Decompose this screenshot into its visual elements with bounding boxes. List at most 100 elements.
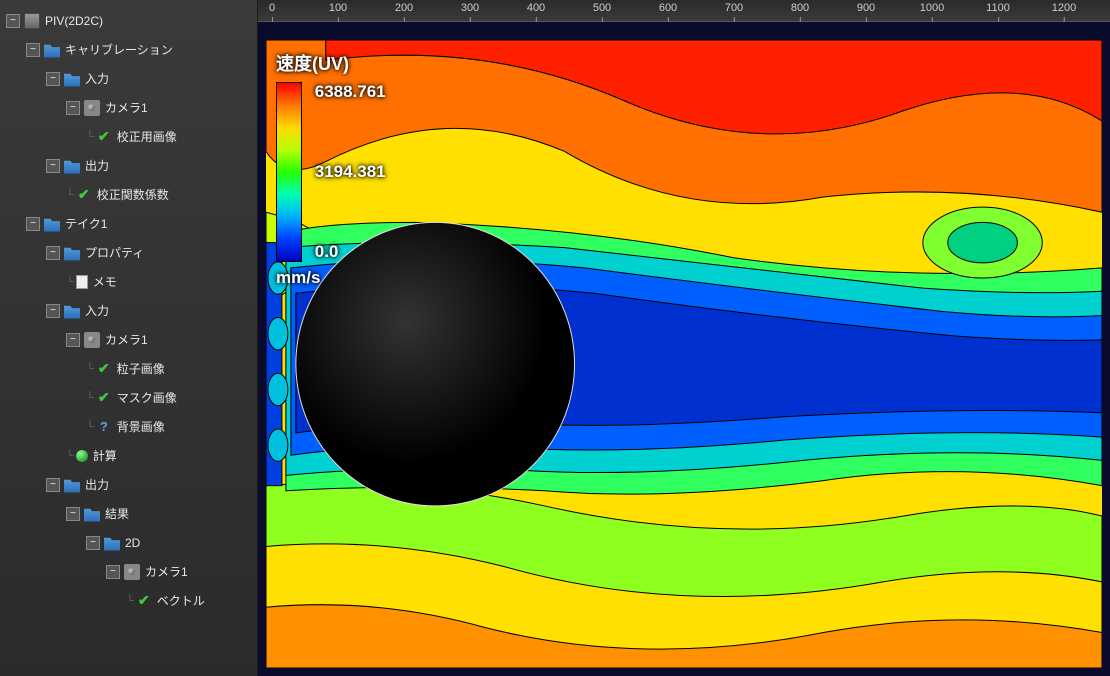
folder-icon [104, 535, 120, 551]
ruler-tick: 900 [857, 2, 875, 14]
folder-icon [84, 506, 100, 522]
tree-expander[interactable]: − [46, 478, 60, 492]
tree-connector: └ [66, 276, 74, 288]
folder-icon [64, 303, 80, 319]
legend-mid: 3194.381 [315, 162, 386, 182]
tree-label: カメラ1 [105, 331, 251, 348]
camera-icon [124, 564, 140, 580]
contour-svg [266, 40, 1102, 668]
tree-node[interactable]: −出力 [2, 470, 255, 499]
tree-node[interactable]: − 結果 [2, 499, 255, 528]
tree-label: ベクトル [157, 592, 251, 609]
tree-connector: └ [86, 421, 94, 433]
tree-label: プロパティ [85, 244, 251, 261]
ruler-tick: 0 [269, 2, 275, 14]
tree-node[interactable]: └メモ [2, 267, 255, 296]
legend-unit: mm/s [276, 268, 386, 288]
horizontal-ruler: 0100200300400500600700800900100011001200 [258, 0, 1110, 22]
tree-label: マスク画像 [117, 389, 251, 406]
check-icon: ✔ [96, 390, 112, 406]
project-tree-sidebar[interactable]: −PIV(2D2C)−キャリブレーション−入力−カメラ1└✔校正用画像−出力└✔… [0, 0, 258, 676]
tree-expander[interactable]: − [46, 72, 60, 86]
ruler-tick: 1000 [920, 2, 944, 14]
check-icon: ✔ [76, 187, 92, 203]
check-icon: ✔ [96, 129, 112, 145]
tree-expander[interactable]: − [46, 304, 60, 318]
tree-node[interactable]: − カメラ1 [2, 93, 255, 122]
tree-connector: └ [66, 450, 74, 462]
tree-label: 入力 [85, 70, 251, 87]
tree-expander[interactable]: − [26, 217, 40, 231]
folder-icon [64, 477, 80, 493]
tree-expander[interactable]: − [66, 101, 80, 115]
tree-expander[interactable]: − [46, 159, 60, 173]
ruler-tick: 1100 [986, 2, 1010, 14]
tree-node[interactable]: └ 計算 [2, 441, 255, 470]
ruler-tick: 1200 [1052, 2, 1076, 14]
tree-node[interactable]: − PIV(2D2C) [2, 6, 255, 35]
tree-node[interactable]: − 出力 [2, 151, 255, 180]
tree-connector: └ [126, 595, 134, 607]
check-icon: ✔ [136, 593, 152, 609]
tree-label: PIV(2D2C) [45, 14, 251, 28]
tree-connector: └ [86, 392, 94, 404]
camera-icon [84, 332, 100, 348]
tree-expander[interactable]: − [46, 246, 60, 260]
tree-expander[interactable]: − [86, 536, 100, 550]
question-icon: ? [96, 419, 112, 435]
ruler-tick: 300 [461, 2, 479, 14]
tree-expander[interactable]: − [6, 14, 20, 28]
ruler-tick: 600 [659, 2, 677, 14]
tree-node[interactable]: − 入力 [2, 296, 255, 325]
tree-label: 出力 [85, 157, 251, 174]
tree-expander[interactable]: − [66, 333, 80, 347]
tree-label: 粒子画像 [117, 360, 251, 377]
tree-expander[interactable]: − [106, 565, 120, 579]
tree-label: テイク1 [65, 215, 251, 232]
tree-node[interactable]: └✔ 校正関数係数 [2, 180, 255, 209]
velocity-legend: 速度(UV) 6388.761 3194.381 0.0 mm/s [276, 50, 386, 288]
ruler-tick: 400 [527, 2, 545, 14]
camera-icon [84, 100, 100, 116]
tree-connector: └ [66, 189, 74, 201]
folder-icon [64, 245, 80, 261]
tree-expander[interactable]: − [26, 43, 40, 57]
velocity-contour-plot[interactable] [266, 40, 1102, 668]
tree-expander[interactable]: − [66, 507, 80, 521]
tree-label: 結果 [105, 505, 251, 522]
ruler-tick: 700 [725, 2, 743, 14]
tree-node[interactable]: − プロパティ [2, 238, 255, 267]
tree-node[interactable]: └✔ マスク画像 [2, 383, 255, 412]
tree-node[interactable]: └?背景画像 [2, 412, 255, 441]
tree-node[interactable]: └✔ ベクトル [2, 586, 255, 615]
tree-node[interactable]: − 2D [2, 528, 255, 557]
flow-visualization-viewer: 0100200300400500600700800900100011001200 [258, 0, 1110, 676]
tree-label: カメラ1 [105, 99, 251, 116]
tree-node[interactable]: − カメラ1 [2, 325, 255, 354]
check-icon: ✔ [96, 361, 112, 377]
tree-node[interactable]: − テイク1 [2, 209, 255, 238]
tree-node[interactable]: − キャリブレーション [2, 35, 255, 64]
legend-colorbar [276, 82, 302, 262]
ruler-tick: 200 [395, 2, 413, 14]
tree-node[interactable]: − 入力 [2, 64, 255, 93]
folder-icon [64, 71, 80, 87]
tree-connector: └ [86, 363, 94, 375]
tree-label: 入力 [85, 302, 251, 319]
tree-connector: └ [86, 131, 94, 143]
tree-label: 2D [125, 536, 251, 550]
tree-label: 計算 [93, 447, 251, 464]
ruler-tick: 100 [329, 2, 347, 14]
tree-node[interactable]: └✔ 校正用画像 [2, 122, 255, 151]
tree-label: 校正用画像 [117, 128, 251, 145]
tree-node[interactable]: └✔ 粒子画像 [2, 354, 255, 383]
tree-label: キャリブレーション [65, 41, 251, 58]
legend-max: 6388.761 [315, 82, 386, 102]
legend-min: 0.0 [315, 242, 386, 262]
folder-icon [64, 158, 80, 174]
tree-node[interactable]: −カメラ1 [2, 557, 255, 586]
document-icon [76, 275, 88, 289]
folder-root-icon [24, 13, 40, 29]
ruler-tick: 500 [593, 2, 611, 14]
tree-label: 校正関数係数 [97, 186, 251, 203]
